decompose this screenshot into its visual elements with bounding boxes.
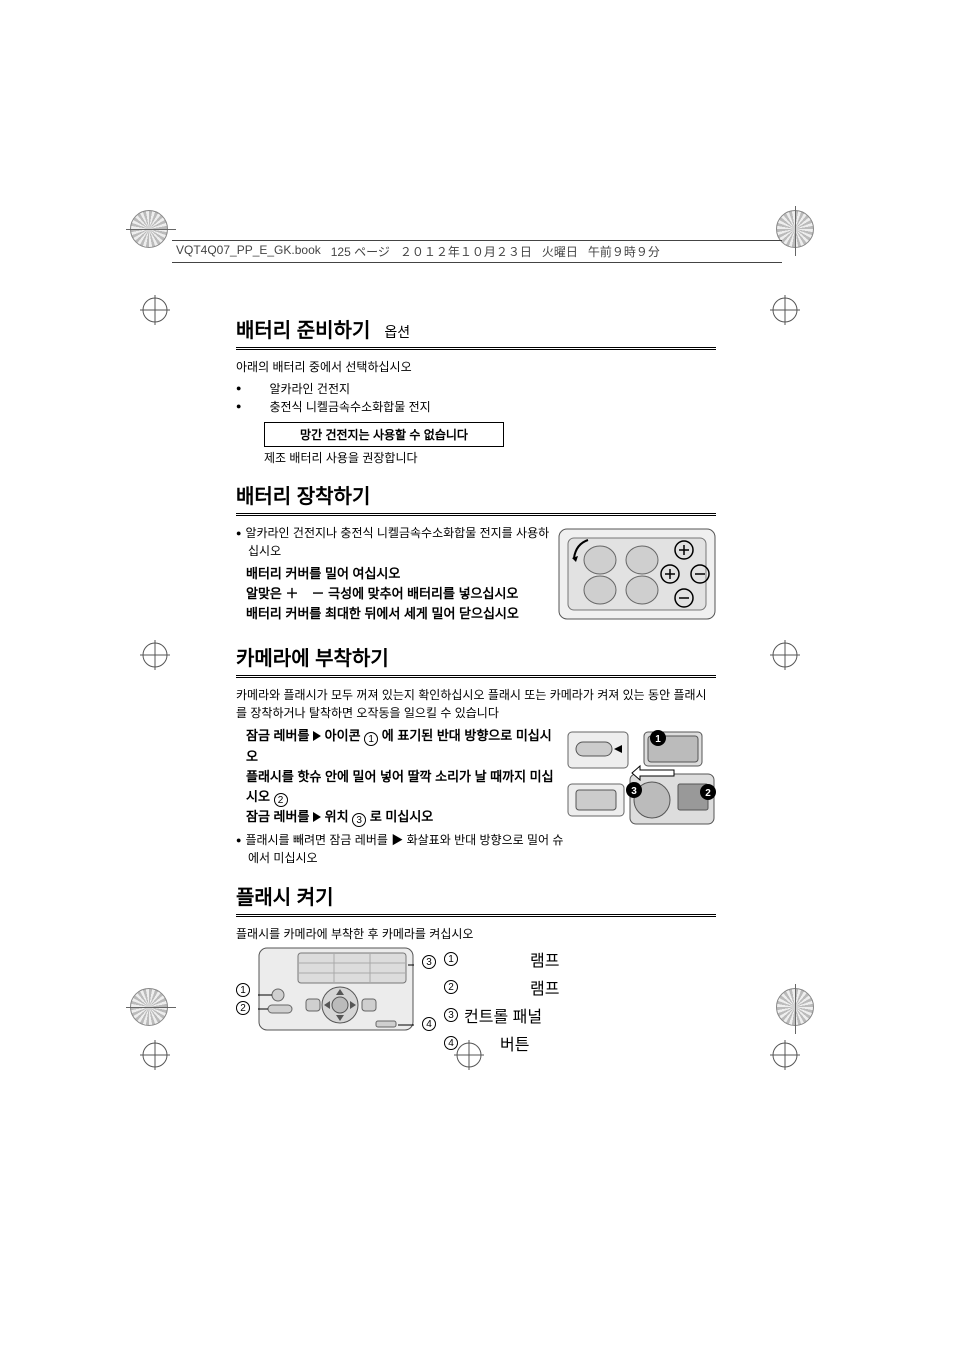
legend-item: 2 램프 <box>444 975 559 999</box>
remove-note: 플래시를 빼려면 잠금 레버를 ▶ 화살표와 반대 방향으로 밀어 슈에서 미십… <box>236 831 566 867</box>
svg-text:2: 2 <box>705 788 711 799</box>
circled-number-icon: 1 <box>444 952 458 966</box>
header-date: ２０１２年１０月２３日 <box>400 243 532 260</box>
triangle-right-icon <box>313 812 321 822</box>
control-panel-diagram: 1 2 <box>236 947 716 1055</box>
circled-number-icon: 2 <box>236 1001 250 1015</box>
header-filename: VQT4Q07_PP_E_GK.book <box>176 243 321 260</box>
legend-item: 4 버튼 <box>444 1031 559 1055</box>
triangle-right-icon <box>313 731 321 741</box>
warning-box: 망간 건전지는 사용할 수 없습니다 <box>264 422 504 447</box>
circled-number-icon: 1 <box>236 983 250 997</box>
legend-item: 3 컨트롤 패널 <box>444 1003 559 1027</box>
title-text: 배터리 준비하기 <box>236 314 370 343</box>
register-mark <box>770 1040 800 1070</box>
step-text: 배터리 커버를 밀어 여십시오 알맞은 ＋ － 극성에 맞추어 배터리를 넣으십… <box>246 564 556 624</box>
crop-mark <box>776 988 814 1026</box>
section-title-install-battery: 배터리 장착하기 <box>236 480 716 509</box>
header-time: 午前９時９分 <box>588 243 660 260</box>
legend-label: 버튼 <box>500 1031 529 1055</box>
section-title-flash-on: 플래시 켜기 <box>236 881 716 910</box>
step-line: 배터리 커버를 밀어 여십시오 <box>246 564 556 584</box>
step-text: 잠금 레버를 아이콘 1 에 표기된 반대 방향으로 미십시오 플래시를 핫슈 … <box>246 726 566 827</box>
register-mark <box>770 640 800 670</box>
title-text: 배터리 장착하기 <box>236 480 370 509</box>
section-rule <box>236 513 716 516</box>
header-page: 125 ページ <box>331 243 390 260</box>
battery-type-list: 알카라인 건전지 충전식 니켈금속수소화합물 전지 <box>236 380 716 416</box>
legend-label: 컨트롤 패널 <box>464 1003 542 1027</box>
svg-text:1: 1 <box>655 734 661 745</box>
running-header: VQT4Q07_PP_E_GK.book 125 ページ ２０１２年１０月２３日… <box>172 240 782 263</box>
warning-subtext: 제조 배터리 사용을 권장합니다 <box>264 449 716 466</box>
section-rule <box>236 914 716 917</box>
register-mark <box>140 1040 170 1070</box>
svg-text:3: 3 <box>631 786 637 797</box>
intro-text: 아래의 배터리 중에서 선택하십시오 <box>236 358 716 376</box>
step-line: 잠금 레버를 위치 3 로 미십시오 <box>246 807 566 827</box>
legend-label: 램프 <box>530 975 559 999</box>
callout-left: 1 2 <box>236 947 250 1015</box>
title-text: 플래시 켜기 <box>236 881 334 910</box>
intro-text: 플래시를 카메라에 부착한 후 카메라를 켜십시오 <box>236 925 716 943</box>
callout-right: 3 4 <box>422 947 436 1031</box>
legend-item: 1 램프 <box>444 947 559 971</box>
circled-number-icon: 3 <box>352 813 366 827</box>
list-item: 알카라인 건전지 <box>236 380 716 398</box>
header-weekday: 火曜日 <box>542 243 578 260</box>
section-rule <box>236 347 716 350</box>
section-title-battery-prep: 배터리 준비하기 옵션 <box>236 314 716 343</box>
battery-compartment-illustration <box>558 528 716 620</box>
intro-text: 카메라와 플래시가 모두 꺼져 있는지 확인하십시오 플래시 또는 카메라가 켜… <box>236 686 716 722</box>
panel-illustration <box>258 947 414 1031</box>
list-item: 충전식 니켈금속수소화합물 전지 <box>236 398 716 416</box>
step-line: 배터리 커버를 최대한 뒤에서 세게 밀어 닫으십시오 <box>246 604 556 624</box>
step-line: 잠금 레버를 아이콘 1 에 표기된 반대 방향으로 미십시오 <box>246 726 566 766</box>
register-mark <box>140 295 170 325</box>
section-rule <box>236 675 716 678</box>
circled-number-icon: 4 <box>444 1036 458 1050</box>
crop-mark <box>130 210 168 248</box>
circled-number-icon: 3 <box>444 1008 458 1022</box>
step-line: 플래시를 핫슈 안에 밀어 넣어 딸깍 소리가 날 때까지 미십시오 2 <box>246 767 566 807</box>
crop-mark <box>130 988 168 1026</box>
circled-number-icon: 2 <box>274 793 288 807</box>
step-line: 알맞은 ＋ － 극성에 맞추어 배터리를 넣으십시오 <box>246 584 556 604</box>
register-mark <box>770 295 800 325</box>
legend-label: 램프 <box>530 947 559 971</box>
camera-attach-illustration: 1 2 3 <box>566 730 716 830</box>
circled-number-icon: 1 <box>364 732 378 746</box>
legend-list: 1 램프 2 램프 3 컨트롤 패널 4 버튼 <box>444 947 559 1055</box>
title-text: 카메라에 부착하기 <box>236 642 389 671</box>
section-title-attach-camera: 카메라에 부착하기 <box>236 642 716 671</box>
title-subtitle: 옵션 <box>384 322 410 342</box>
circled-number-icon: 3 <box>422 955 436 969</box>
register-mark <box>140 640 170 670</box>
circled-number-icon: 4 <box>422 1017 436 1031</box>
circled-number-icon: 2 <box>444 980 458 994</box>
